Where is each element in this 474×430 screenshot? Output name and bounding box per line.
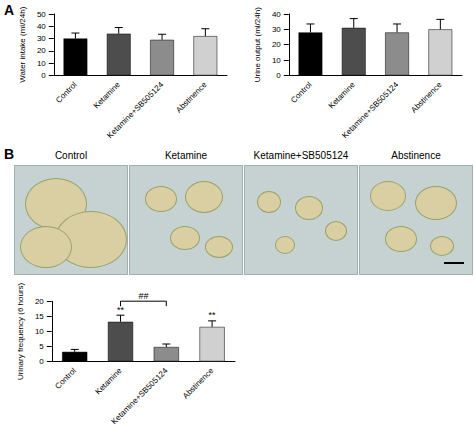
svg-text:20: 20 [37,46,46,55]
html-text:Control: Control [54,150,88,161]
svg-text:Urinary frequency (6 hours): Urinary frequency (6 hours) [16,282,25,380]
html-text:Abstinence: Abstinence [391,150,441,161]
svg-text:30: 30 [37,34,46,43]
svg-text:10: 10 [37,59,46,68]
html-text:B: B [4,146,15,162]
svg-text:Ketamine: Ketamine [93,366,124,397]
svg-text:0: 0 [276,71,281,80]
html-text:Ketamine+SB505124: Ketamine+SB505124 [253,150,349,161]
svg-text:0: 0 [41,71,46,80]
svg-text:Abstinence: Abstinence [409,80,444,115]
svg-text:Control: Control [54,80,79,105]
svg-text:Water intake (ml/24h): Water intake (ml/24h) [18,6,27,83]
svg-text:50: 50 [37,10,46,19]
svg-text:20: 20 [272,40,281,49]
svg-text:##: ## [138,291,148,301]
svg-text:Ketamine+SB505124: Ketamine+SB505124 [110,366,170,426]
svg-text:Abstinence: Abstinence [181,366,216,401]
svg-text:15: 15 [35,312,44,321]
html-text:Ketamine: Ketamine [164,150,208,161]
svg-text:Control: Control [53,366,78,391]
svg-text:40: 40 [272,10,281,19]
svg-text:Abstinence: Abstinence [174,80,209,115]
svg-text:Control: Control [289,80,314,105]
svg-text:10: 10 [35,327,44,336]
svg-text:0: 0 [39,357,44,366]
svg-text:20: 20 [35,297,44,306]
html-text:A: A [4,2,15,18]
svg-text:10: 10 [272,56,281,65]
svg-text:Ketamine+SB505124: Ketamine+SB505124 [340,80,400,140]
svg-text:5: 5 [39,342,44,351]
svg-text:Ketamine: Ketamine [92,80,123,111]
svg-text:Ketamine+SB505124: Ketamine+SB505124 [105,80,165,140]
svg-text:30: 30 [272,25,281,34]
svg-text:Ketamine: Ketamine [327,80,358,111]
svg-text:**: ** [209,310,217,320]
svg-text:40: 40 [37,22,46,31]
svg-text:Urine output (ml/24h): Urine output (ml/24h) [253,7,262,82]
